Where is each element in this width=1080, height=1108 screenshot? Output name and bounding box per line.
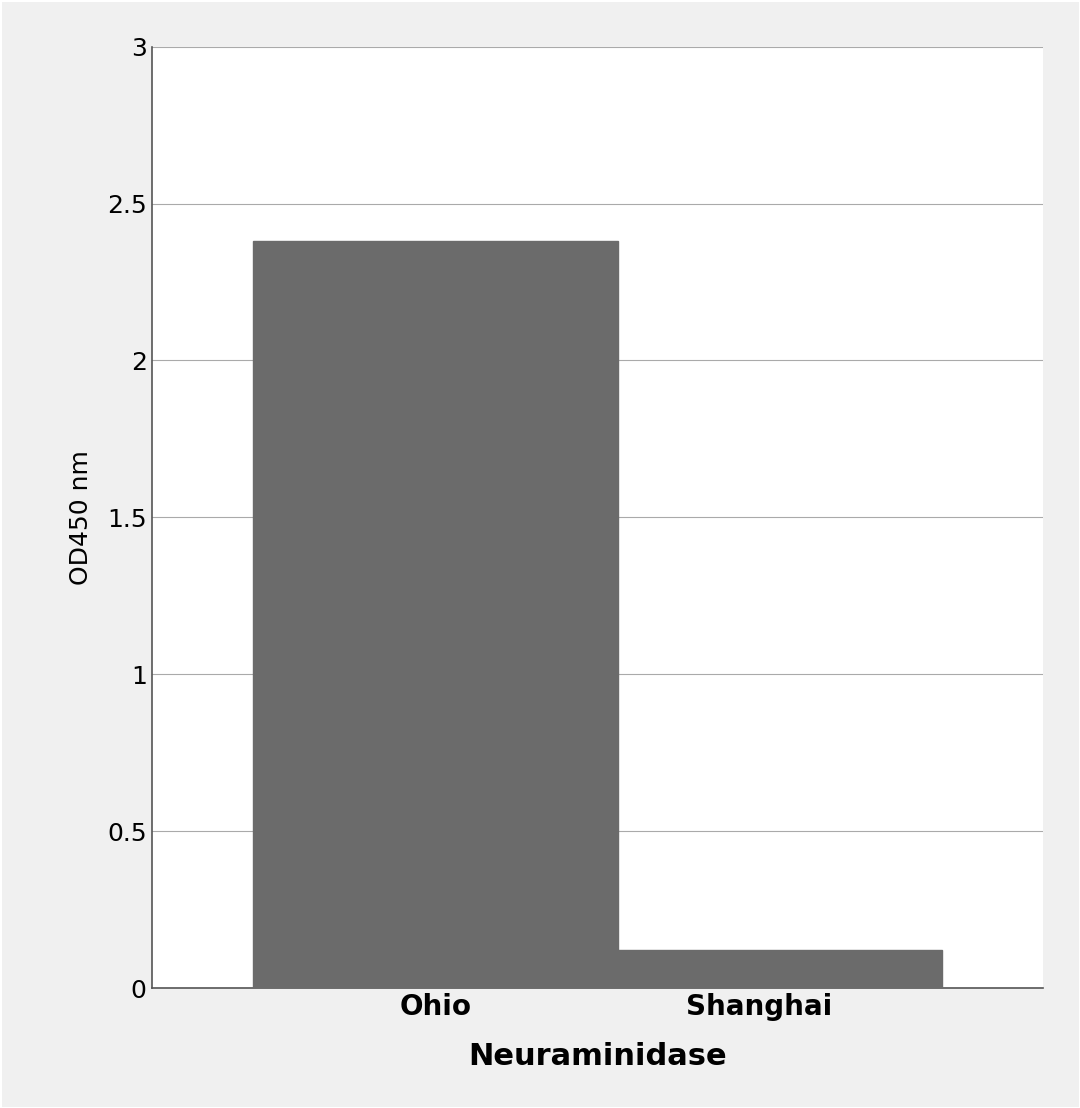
Bar: [577, 951, 942, 988]
X-axis label: Neuraminidase: Neuraminidase: [468, 1042, 727, 1070]
Bar: [253, 242, 618, 988]
Y-axis label: OD450 nm: OD450 nm: [69, 450, 93, 585]
